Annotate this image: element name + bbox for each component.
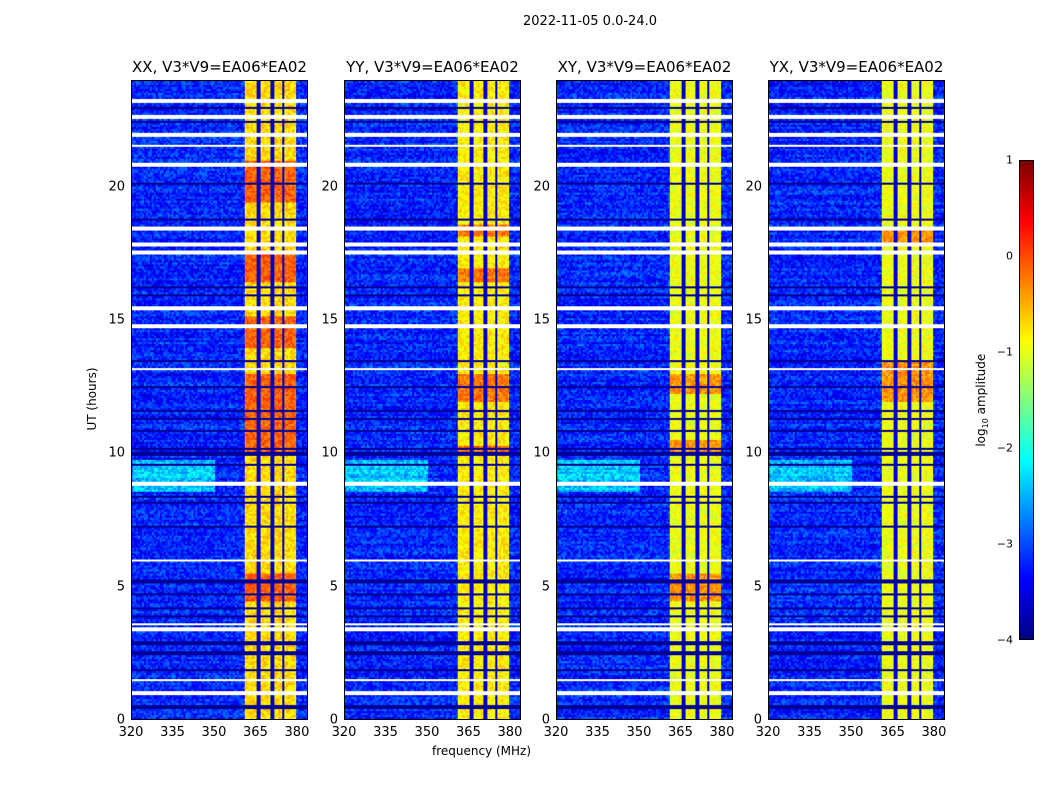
panel-0: XX, V3*V9=EA06*EA02 320 335 350 365 380 0 5 10 15… [108,58,309,740]
y-tick-label: 5 [541,579,550,595]
x-tick-label: 350 [414,725,440,740]
colorbar-tick-label: 1 [1006,153,1013,167]
y-tick-label: 20 [745,179,762,195]
panel-title: XX, V3*V9=EA06*EA02 [132,58,307,76]
panel-title: YX, V3*V9=EA06*EA02 [769,58,944,76]
panel-title: YY, V3*V9=EA06*EA02 [346,58,519,76]
figure-title: 2022-11-05 0.0-24.0 [523,14,657,29]
y-tick-label: 15 [745,312,762,328]
y-tick-label: 15 [321,312,338,328]
x-tick-label: 365 [880,725,905,740]
x-tick-label: 380 [921,725,947,740]
y-tick-label: 0 [753,712,762,728]
colorbar-tick-label: −3 [996,537,1013,551]
y-axis-label: UT (hours) [85,367,99,431]
panel-title: XY, V3*V9=EA06*EA02 [557,58,732,76]
y-tick-label: 10 [108,445,125,461]
x-tick-label: 365 [456,725,481,740]
y-tick-label: 10 [745,445,762,461]
panel-3: YX, V3*V9=EA06*EA02 320 335 350 365 380 0 5 10 15… [745,58,946,740]
y-tick-label: 15 [533,312,550,328]
y-tick-label: 5 [329,579,338,595]
y-tick-label: 10 [321,445,338,461]
colorbar [1019,160,1034,640]
colorbar-tick-label: −1 [996,345,1013,359]
panel-1: YY, V3*V9=EA06*EA02 320 335 350 365 380 0 5 10 15… [321,58,522,740]
spectrogram-heatmap [768,80,945,720]
spectrogram-heatmap [344,80,521,720]
x-tick-label: 365 [243,725,268,740]
x-axis-label: frequency (MHz) [432,744,532,758]
x-tick-label: 320 [118,725,144,740]
y-tick-label: 20 [321,179,338,195]
x-tick-label: 350 [201,725,227,740]
colorbar-tick-label: −2 [996,441,1013,455]
x-tick-label: 380 [284,725,310,740]
x-tick-label: 320 [331,725,357,740]
x-tick-label: 350 [626,725,652,740]
colorbar-label: log10 amplitude [973,353,991,447]
x-tick-label: 335 [797,725,822,740]
y-tick-label: 0 [116,712,125,728]
panel-2: XY, V3*V9=EA06*EA02 320 335 350 365 380 0 5 10 15… [533,58,734,740]
x-tick-label: 320 [543,725,569,740]
y-tick-label: 5 [116,579,125,595]
colorbar-tick-label: 0 [1006,249,1013,263]
x-tick-label: 380 [497,725,523,740]
x-tick-label: 320 [755,725,781,740]
y-tick-label: 0 [329,712,338,728]
spectrogram-heatmap [131,80,308,720]
x-tick-label: 350 [838,725,864,740]
y-tick-label: 20 [533,179,550,195]
y-tick-label: 10 [533,445,550,461]
x-tick-label: 335 [160,725,185,740]
x-tick-label: 365 [668,725,693,740]
colorbar-tick-label: −4 [996,633,1013,647]
x-tick-label: 380 [709,725,735,740]
y-tick-label: 5 [753,579,762,595]
y-tick-label: 20 [108,179,125,195]
x-tick-label: 335 [373,725,398,740]
spectrogram-heatmap [556,80,733,720]
y-tick-label: 15 [108,312,125,328]
x-tick-label: 335 [585,725,610,740]
y-tick-label: 0 [541,712,550,728]
